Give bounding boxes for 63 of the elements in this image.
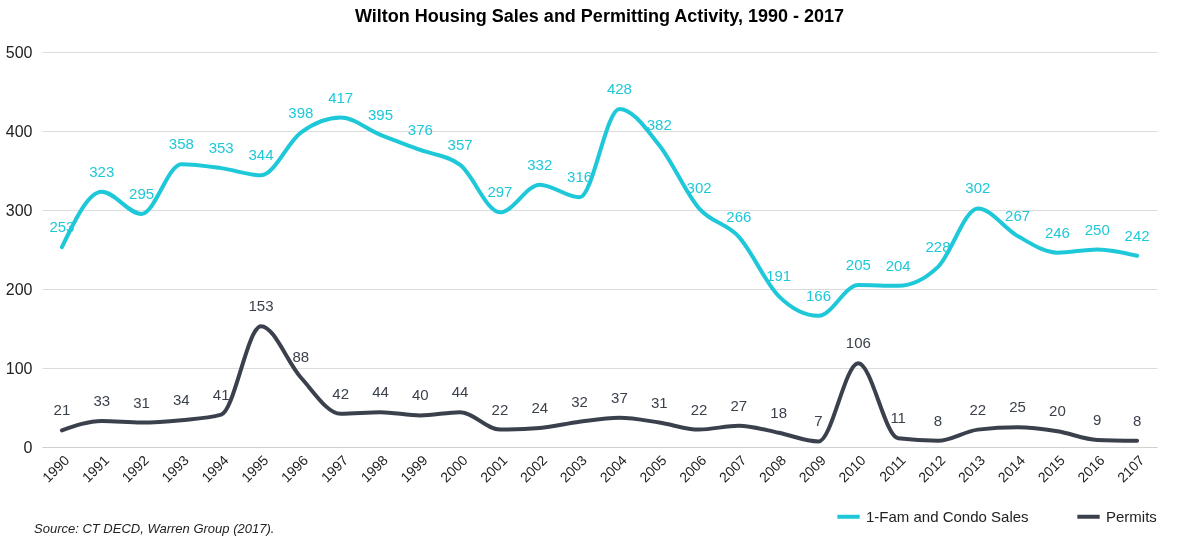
data-label: 8 [933,411,943,429]
data-label: 204 [885,256,911,274]
data-label: 295 [129,184,155,202]
data-label: 398 [288,103,314,121]
data-label: 41 [212,385,230,403]
data-label: 417 [328,88,354,106]
data-label: 37 [611,388,628,406]
data-label: 166 [806,286,832,304]
data-label: 40 [411,386,429,404]
data-label: 242 [1124,226,1150,244]
data-label: 11 [890,409,906,427]
data-label: 376 [407,120,433,138]
data-label: 266 [726,207,752,225]
data-label: 344 [248,146,274,164]
data-label: 302 [686,179,712,197]
data-label: 332 [527,155,553,173]
data-label: 27 [730,396,748,414]
data-label: 323 [89,162,115,180]
data-label: 153 [248,297,274,315]
data-label: 267 [1005,207,1031,225]
data-label: 246 [1044,223,1070,241]
data-label: 250 [1084,220,1110,238]
data-label: 22 [969,400,987,418]
source-note: Source: CT DECD, Warren Group (2017). [34,521,275,536]
data-label: 88 [292,348,310,366]
data-label: 9 [1093,410,1102,428]
data-label: 357 [447,135,473,153]
data-label: 31 [133,393,150,411]
chart-title: Wilton Housing Sales and Permitting Activity, 1990 - 2017 [355,6,844,26]
data-label: 34 [173,391,190,409]
data-label: 7 [814,412,823,430]
data-label: 382 [646,116,672,134]
data-label: 24 [531,399,549,417]
data-label: 25 [1009,398,1026,416]
data-label: 395 [367,105,393,123]
data-label: 44 [451,383,469,401]
data-label: 205 [845,256,871,274]
data-label: 353 [208,139,234,157]
data-label: 33 [93,391,111,409]
data-label: 8 [1132,411,1142,429]
data-label: 18 [770,403,788,421]
data-label: 44 [372,383,389,401]
data-label: 428 [606,79,632,97]
y-tick-label: 0 [23,438,33,456]
data-label: 31 [650,393,668,411]
y-tick-label: 100 [5,359,33,377]
data-label: 106 [845,334,871,352]
legend-label: Permits [1106,507,1157,525]
data-label: 42 [332,384,349,402]
data-label: 191 [766,267,792,285]
y-tick-label: 400 [5,122,33,140]
data-label: 32 [571,392,588,410]
data-label: 22 [690,400,708,418]
y-tick-label: 500 [5,43,33,61]
y-tick-label: 200 [5,280,33,298]
data-label: 297 [487,183,513,201]
data-label: 22 [491,400,509,418]
legend-label: 1-Fam and Condo Sales [866,507,1029,525]
y-tick-label: 300 [5,201,33,219]
data-label: 358 [168,135,194,153]
data-label: 21 [53,401,71,419]
data-label: 20 [1049,402,1066,420]
data-label: 302 [965,179,991,197]
